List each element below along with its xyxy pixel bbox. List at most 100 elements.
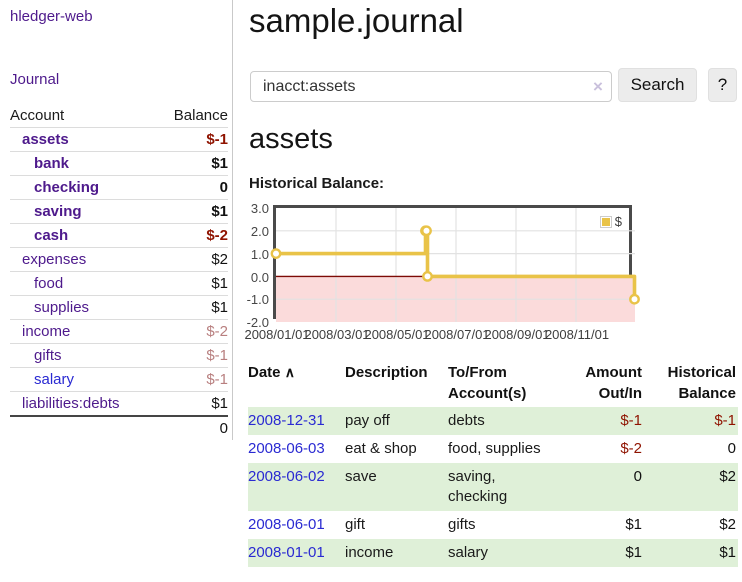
transaction-accounts: saving, checking — [448, 468, 508, 505]
chart-title: Historical Balance: — [249, 175, 385, 192]
account-balance: $1 — [211, 299, 228, 316]
transaction-description: gift — [345, 516, 366, 533]
transaction-date-link[interactable]: 2008-06-03 — [248, 440, 325, 457]
account-balance: $-2 — [206, 227, 228, 244]
search-input[interactable] — [250, 71, 612, 102]
transaction-description: income — [345, 544, 394, 561]
x-tick-label: 2008/05/01 — [364, 327, 430, 342]
transaction-accounts: gifts — [448, 516, 476, 533]
transaction-balance: $-1 — [714, 412, 736, 429]
column-header-description: Description — [345, 364, 428, 381]
account-link-expenses[interactable]: expenses — [22, 251, 87, 268]
legend-label: $ — [614, 214, 622, 229]
account-balance: $1 — [211, 203, 228, 220]
y-tick-label: 2.0 — [250, 224, 269, 239]
account-link-cash[interactable]: cash — [34, 227, 69, 244]
transaction-balance: $1 — [719, 544, 736, 561]
account-balance: $1 — [211, 395, 228, 412]
account-balance: $1 — [211, 155, 228, 172]
account-row: salary $-1 — [10, 367, 228, 392]
account-row: expenses $2 — [10, 247, 228, 272]
account-row: income $-2 — [10, 319, 228, 344]
help-button[interactable]: ? — [708, 68, 737, 102]
transaction-accounts: food, supplies — [448, 440, 541, 457]
legend-swatch-icon — [599, 215, 612, 228]
y-tick-label: 1.0 — [250, 247, 269, 262]
accounts-header-account: Account — [10, 107, 65, 124]
x-tick-label: 2008/09/01 — [484, 327, 550, 342]
account-link-supplies[interactable]: supplies — [34, 299, 90, 316]
x-tick-label: 2008/03/01 — [304, 327, 370, 342]
account-balance: $-1 — [206, 347, 228, 364]
account-row: saving $1 — [10, 199, 228, 224]
sidebar-divider — [232, 0, 233, 440]
transaction-date-link[interactable]: 2008-12-31 — [248, 412, 325, 429]
account-balance: $-2 — [206, 323, 228, 340]
balance-chart-canvas — [270, 208, 640, 322]
account-balance: $1 — [211, 275, 228, 292]
account-link-salary[interactable]: salary — [34, 371, 75, 388]
account-link-income[interactable]: income — [22, 323, 71, 340]
transaction-row: 2008-01-01 income salary $1 $1 — [248, 539, 738, 567]
account-link-checking[interactable]: checking — [34, 179, 100, 196]
accounts-table: Account Balance assets $-1 bank $1 check… — [10, 104, 228, 440]
accounts-header-row: Account Balance — [10, 104, 228, 128]
account-link-assets[interactable]: assets — [22, 131, 69, 148]
account-link-liabilities-debts[interactable]: liabilities:debts — [22, 395, 120, 412]
account-row: checking 0 — [10, 175, 228, 200]
column-header-amount: Amount Out/In — [585, 364, 642, 402]
x-tick-label: 2008/01/01 — [244, 327, 310, 342]
account-link-gifts[interactable]: gifts — [34, 347, 62, 364]
y-tick-label: 3.0 — [250, 201, 269, 216]
account-row: gifts $-1 — [10, 343, 228, 368]
register-table: Date ∧ Description To/From Account(s) Am… — [248, 360, 738, 567]
transaction-description: save — [345, 468, 377, 485]
transaction-date-link[interactable]: 2008-06-02 — [248, 468, 325, 485]
sidebar-item-journal[interactable]: Journal — [10, 71, 60, 88]
app-title-link[interactable]: hledger-web — [10, 8, 93, 25]
transaction-date-link[interactable]: 2008-01-01 — [248, 544, 325, 561]
transaction-amount: $1 — [625, 516, 642, 533]
column-header-balance: Historical Balance — [667, 364, 736, 402]
register-header-row: Date ∧ Description To/From Account(s) Am… — [248, 360, 738, 407]
account-row: liabilities:debts $1 — [10, 391, 228, 417]
transaction-description: eat & shop — [345, 440, 417, 457]
column-header-date[interactable]: Date ∧ — [248, 364, 295, 381]
gridlines — [276, 208, 635, 322]
account-heading: assets — [249, 123, 333, 155]
transaction-accounts: salary — [448, 544, 489, 561]
page-title: sample.journal — [249, 2, 464, 39]
account-link-food[interactable]: food — [34, 275, 64, 292]
transaction-balance: $2 — [719, 516, 736, 533]
account-balance: $-1 — [206, 371, 228, 388]
accounts-total-row: 0 — [10, 416, 228, 440]
account-row: bank $1 — [10, 151, 228, 176]
transaction-row: 2008-06-02 save saving, checking 0 $2 — [248, 463, 738, 511]
transaction-accounts: debts — [448, 412, 485, 429]
transaction-description: pay off — [345, 412, 390, 429]
account-link-bank[interactable]: bank — [34, 155, 70, 172]
accounts-total-value: 0 — [219, 420, 228, 437]
x-tick-label: 2008/07/01 — [424, 327, 490, 342]
search-button[interactable]: Search — [618, 68, 697, 102]
clear-search-icon[interactable]: × — [593, 77, 603, 96]
account-link-saving[interactable]: saving — [34, 203, 82, 220]
transaction-row: 2008-12-31 pay off debts $-1 $-1 — [248, 407, 738, 435]
transaction-amount: $1 — [625, 544, 642, 561]
data-point-markers — [270, 225, 640, 305]
transaction-date-link[interactable]: 2008-06-01 — [248, 516, 325, 533]
transaction-amount: $-2 — [620, 440, 642, 457]
transaction-balance: $2 — [719, 468, 736, 485]
account-row: supplies $1 — [10, 295, 228, 320]
accounts-header-balance: Balance — [173, 107, 228, 124]
y-tick-label: 0.0 — [250, 270, 269, 285]
transaction-row: 2008-06-01 gift gifts $1 $2 — [248, 511, 738, 539]
y-tick-label: -2.0 — [246, 315, 269, 330]
chart-legend: $ — [598, 213, 624, 230]
account-row: assets $-1 — [10, 127, 228, 152]
transaction-amount: $-1 — [620, 412, 642, 429]
account-row: cash $-2 — [10, 223, 228, 248]
account-balance: 0 — [219, 179, 228, 196]
account-balance: $-1 — [206, 131, 228, 148]
column-header-accounts: To/From Account(s) — [448, 364, 527, 402]
